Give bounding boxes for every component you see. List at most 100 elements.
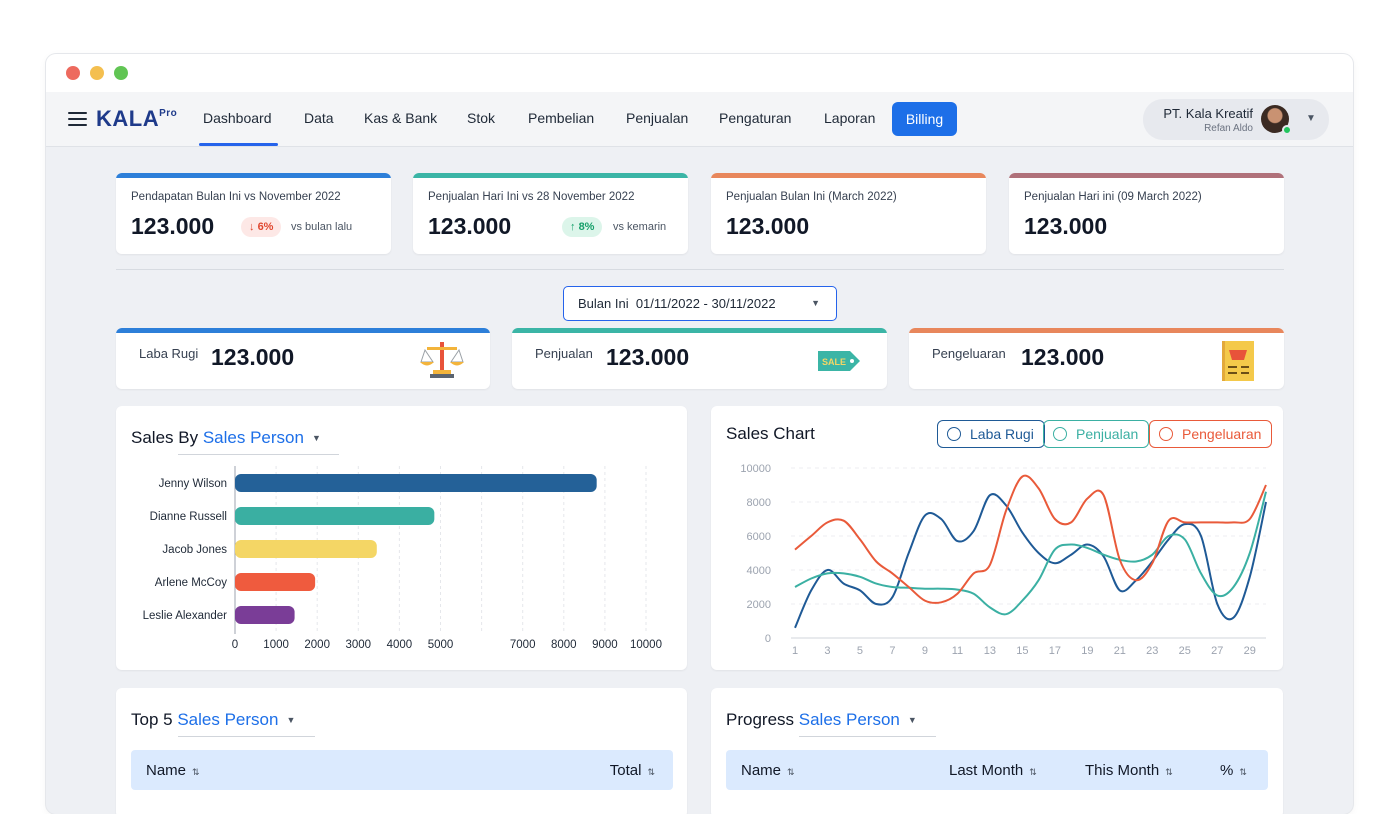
arrow-up-icon: ↑ [570,221,579,233]
sort-icon: ⇅ [1165,767,1173,777]
svg-text:SALE: SALE [822,357,846,367]
bar-label: Jacob Jones [162,544,227,556]
profile-user: Refan Aldo [1204,123,1253,134]
chevron-down-icon[interactable]: ▼ [286,715,296,725]
nav-billing-button[interactable]: Billing [892,102,957,136]
column-last-month[interactable]: Last Month ⇅ [949,762,1037,779]
sales-by-panel: Sales By Sales Person ▼ Jenny Wilson Diann… [116,406,687,670]
close-window-dot[interactable] [66,66,80,80]
profile-menu[interactable]: PT. Kala Kreatif Refan Aldo ▼ [1143,99,1329,140]
nav-kas-bank[interactable]: Kas & Bank [364,110,438,126]
app-window: KALAPro Dashboard Data Kas & Bank Stok P… [46,54,1353,814]
x-tick-label: 21 [1114,645,1126,657]
chevron-down-icon[interactable]: ▼ [907,715,917,725]
x-tick-label: 3000 [346,639,372,651]
panel-title: Sales By Sales Person ▼ [131,428,321,447]
nav-stok[interactable]: Stok [467,110,496,126]
y-tick-label: 0 [765,633,771,645]
stat-label: Pendapatan Bulan Ini vs November 2022 [131,191,341,203]
sales-by-person-chart: Jenny Wilson Dianne Russell Jacob Jones Arl… [143,466,662,651]
x-tick-label: 17 [1049,645,1061,657]
sales-person-dropdown[interactable]: Sales Person [798,710,900,729]
sale-tag-icon: SALE [818,351,860,371]
receipt-basket-icon [1222,341,1254,381]
chevron-down-icon[interactable]: ▼ [1306,113,1316,124]
column-total[interactable]: Total ⇅ [609,762,655,779]
x-tick-label: 10000 [630,639,662,651]
balance-scale-icon [420,342,464,378]
maximize-window-dot[interactable] [114,66,128,80]
sort-icon: ⇅ [787,767,795,777]
x-tick-label: 0 [232,639,238,651]
column-this-month[interactable]: This Month ⇅ [1085,762,1173,779]
x-tick-label: 5000 [428,639,454,651]
column-name[interactable]: Name ⇅ [741,762,795,779]
x-tick-label: 29 [1244,645,1256,657]
x-tick-label: 4000 [387,639,413,651]
x-tick-label: 2000 [304,639,330,651]
stat-value: 123.000 [726,213,810,239]
x-tick-label: 1 [792,645,798,657]
legend-pengeluaran[interactable]: Pengeluaran [1149,420,1273,448]
summary-label: Laba Rugi [139,346,199,361]
stat-label: Penjualan Hari Ini vs 28 November 2022 [428,191,635,203]
nav-pembelian[interactable]: Pembelian [528,110,595,126]
bar-label: Leslie Alexander [143,610,228,622]
bar-3 [235,573,316,591]
x-tick-label: 7000 [510,639,536,651]
logo[interactable]: KALAPro [96,106,178,131]
top-navbar: KALAPro Dashboard Data Kas & Bank Stok P… [46,92,1353,147]
nav-penjualan[interactable]: Penjualan [626,110,689,126]
nav-data[interactable]: Data [304,110,334,126]
hamburger-menu-icon[interactable] [68,112,87,126]
nav-pengaturan[interactable]: Pengaturan [719,110,792,126]
y-tick-label: 8000 [747,497,771,509]
bar-0 [235,474,597,492]
stat-card-penjualan-bulan: Penjualan Bulan Ini (March 2022) 123.000 [711,173,986,254]
series-line-1 [794,491,1267,616]
stat-card-penjualan-hari-ini: Penjualan Hari ini (09 March 2022) 123.0… [1009,173,1284,254]
x-tick-label: 23 [1146,645,1158,657]
summary-value: 123.000 [211,344,295,370]
x-tick-label: 19 [1081,645,1093,657]
x-tick-label: 8000 [551,639,577,651]
x-tick-label: 3 [824,645,830,657]
stat-label: Penjualan Hari ini (09 March 2022) [1024,191,1202,203]
nav-dashboard[interactable]: Dashboard [203,110,272,126]
stat-value: 123.000 [428,213,512,239]
x-tick-label: 11 [952,645,963,657]
legend-laba-rugi[interactable]: Laba Rugi [937,420,1045,448]
date-range-select[interactable]: Bulan Ini 01/11/2022 - 30/11/2022 ▼ [563,286,837,321]
sort-icon: ⇅ [1239,767,1247,777]
sales-chart-panel: Sales Chart Laba Rugi Penjualan Pengelua… [711,406,1283,670]
bar-2 [235,540,377,558]
arrow-down-icon: ↓ [249,221,258,233]
nav-laporan[interactable]: Laporan [824,110,876,126]
y-tick-label: 6000 [747,531,771,543]
column-percent[interactable]: % ⇅ [1220,762,1247,779]
panel-title: Sales Chart [726,424,815,443]
sales-person-dropdown[interactable]: Sales Person [202,428,304,447]
trend-down-badge: ↓ 6% [241,217,282,237]
x-tick-label: 9000 [592,639,618,651]
x-tick-label: 1000 [263,639,289,651]
y-tick-label: 4000 [747,565,771,577]
x-tick-label: 15 [1016,645,1028,657]
summary-card-penjualan: Penjualan 123.000 SALE [512,328,887,389]
series-line-2 [794,474,1267,604]
stat-value: 123.000 [131,213,215,239]
online-status-icon [1282,125,1292,135]
summary-value: 123.000 [1021,344,1105,370]
sales-person-dropdown[interactable]: Sales Person [177,710,279,729]
stat-value: 123.000 [1024,213,1108,239]
minimize-window-dot[interactable] [90,66,104,80]
stat-card-penjualan-hari: Penjualan Hari Ini vs 28 November 2022 1… [413,173,688,254]
chevron-down-icon[interactable]: ▼ [311,433,321,443]
x-tick-label: 9 [922,645,928,657]
badge-note: vs bulan lalu [291,221,353,233]
y-tick-label: 10000 [740,463,771,475]
legend-penjualan[interactable]: Penjualan [1043,420,1150,448]
summary-card-pengeluaran: Pengeluaran 123.000 [909,328,1284,389]
column-name[interactable]: Name ⇅ [146,762,200,779]
